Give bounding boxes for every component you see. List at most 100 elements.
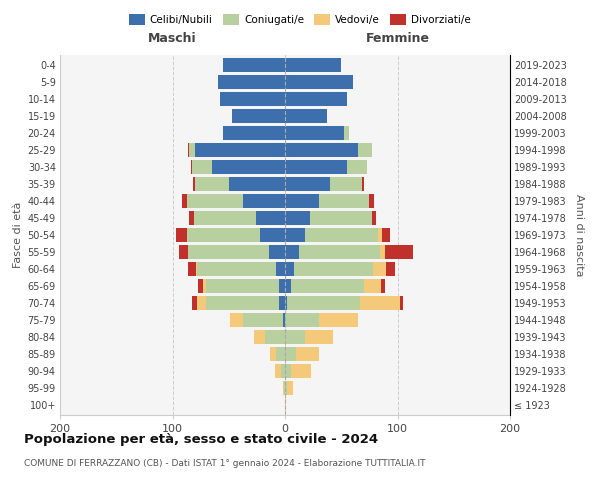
Bar [220,92,285,106]
Y-axis label: Anni di nascita: Anni di nascita [574,194,584,276]
Bar [223,126,285,140]
Bar [285,58,341,72]
Bar [195,177,285,191]
Bar [206,279,285,293]
Bar [285,109,326,123]
Bar [194,211,285,225]
Bar [256,211,285,225]
Bar [188,245,285,259]
Bar [285,143,371,157]
Bar [285,58,341,72]
Bar [285,347,319,361]
Bar [223,58,285,72]
Bar [232,109,285,123]
Bar [230,313,285,327]
Text: Maschi: Maschi [148,32,197,45]
Bar [285,330,334,344]
Bar [244,194,285,208]
Bar [285,296,287,310]
Bar [188,245,285,259]
Bar [285,109,326,123]
Bar [285,279,364,293]
Bar [285,143,371,157]
Bar [285,194,374,208]
Bar [285,92,347,106]
Bar [285,381,293,395]
Bar [285,262,386,276]
Bar [285,398,286,412]
Legend: Celibi/Nubili, Coniugati/e, Vedovi/e, Divorziati/e: Celibi/Nubili, Coniugati/e, Vedovi/e, Di… [125,10,475,29]
Bar [188,262,285,276]
Bar [191,160,285,174]
Bar [271,347,285,361]
Bar [285,330,334,344]
Bar [190,143,285,157]
Bar [285,245,380,259]
Bar [285,92,347,106]
Bar [285,92,347,106]
Bar [285,228,382,242]
Bar [285,245,413,259]
Bar [285,364,311,378]
Bar [275,364,285,378]
Bar [232,109,285,123]
Bar [285,262,294,276]
Bar [195,177,285,191]
Bar [285,143,371,157]
Bar [276,262,285,276]
Bar [285,364,290,378]
Bar [244,313,285,327]
Bar [232,109,285,123]
Bar [283,313,285,327]
Bar [285,313,319,327]
Bar [285,75,353,89]
Bar [223,126,285,140]
Bar [218,75,285,89]
Bar [265,330,285,344]
Bar [285,347,296,361]
Bar [229,177,285,191]
Bar [191,160,285,174]
Bar [285,211,371,225]
Bar [285,296,400,310]
Bar [269,245,285,259]
Bar [275,364,285,378]
Bar [285,381,287,395]
Bar [285,177,361,191]
Bar [285,126,349,140]
Bar [179,245,285,259]
Bar [285,211,310,225]
Bar [285,262,373,276]
Bar [197,262,285,276]
Bar [283,381,285,395]
Bar [254,330,285,344]
Bar [285,296,403,310]
Bar [223,58,285,72]
Bar [285,58,341,72]
Bar [191,296,285,310]
Bar [284,381,285,395]
Bar [285,313,358,327]
Bar [285,177,330,191]
Bar [285,75,353,89]
Bar [285,160,347,174]
Bar [285,109,326,123]
Bar [223,58,285,72]
Bar [285,92,347,106]
Bar [223,126,285,140]
Bar [285,143,358,157]
Bar [285,177,364,191]
Bar [285,75,353,89]
Bar [285,398,286,412]
Bar [285,262,395,276]
Bar [285,228,305,242]
Bar [285,160,367,174]
Bar [187,228,285,242]
Bar [271,347,285,361]
Bar [285,126,349,140]
Bar [190,211,285,225]
Text: Femmine: Femmine [365,32,430,45]
Bar [187,194,285,208]
Bar [218,75,285,89]
Bar [285,347,319,361]
